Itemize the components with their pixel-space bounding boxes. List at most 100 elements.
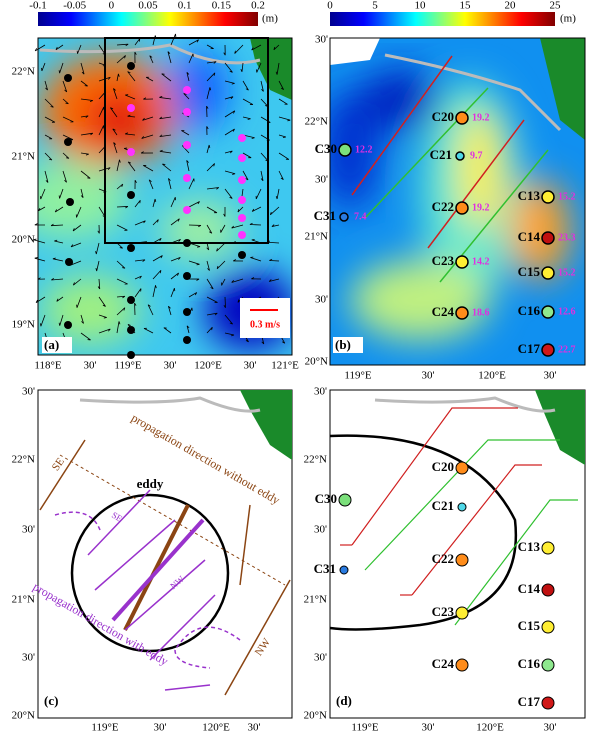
arrow	[44, 152, 53, 161]
arrow	[80, 132, 94, 136]
arrow	[80, 115, 89, 119]
station-name: C24	[432, 304, 455, 319]
station	[541, 231, 555, 245]
arrow	[224, 188, 233, 199]
lon-label: 119°E	[114, 360, 141, 372]
lon-label: 30'	[422, 370, 435, 382]
arrow	[223, 206, 226, 217]
arrow	[168, 178, 172, 190]
scale-label: 0.3 m/s	[250, 319, 280, 330]
arrow	[140, 151, 154, 154]
station-dot	[183, 86, 191, 94]
lat-label: 30'	[22, 524, 35, 536]
arrow	[134, 199, 141, 208]
lon-label: 120°E	[194, 360, 222, 372]
station-dot	[183, 174, 191, 182]
arrow	[186, 160, 190, 172]
arrow	[145, 76, 154, 82]
station-value: 7.4	[354, 211, 367, 222]
lon-label: 30'	[84, 360, 97, 372]
station	[455, 606, 469, 620]
arrow	[44, 80, 48, 91]
lon-label: 120°E	[478, 370, 506, 382]
lon-label: 30'	[154, 722, 167, 734]
station-value: 14.2	[472, 256, 490, 267]
station-value: 19.2	[472, 202, 490, 213]
arrow	[134, 51, 137, 64]
station-dot	[183, 336, 191, 344]
arrow	[127, 71, 136, 82]
panel-label: (d)	[336, 693, 352, 708]
survey-lines	[340, 407, 578, 626]
arrow	[206, 105, 209, 118]
lat-label: 22°N	[12, 66, 35, 78]
arrow	[278, 80, 284, 91]
arrow	[216, 260, 226, 270]
arrow	[97, 224, 100, 234]
arrow	[170, 256, 181, 262]
station	[455, 306, 469, 320]
arrow	[76, 44, 82, 54]
arrow	[167, 305, 172, 316]
arrow	[255, 188, 262, 200]
arrow	[134, 179, 137, 190]
arrow	[224, 128, 235, 136]
arrow	[251, 206, 262, 212]
lon-label: 30'	[544, 370, 557, 382]
station	[541, 583, 555, 597]
station-name: C30	[315, 141, 337, 156]
station-dot	[238, 196, 246, 204]
station-dot	[64, 321, 72, 329]
station-dot	[127, 191, 135, 199]
arrow	[80, 314, 84, 324]
station-dot	[238, 134, 246, 142]
station-dot	[183, 308, 191, 316]
arrow	[278, 134, 287, 139]
station	[455, 553, 469, 567]
arrow	[224, 150, 233, 154]
station	[455, 461, 469, 475]
arrow	[181, 130, 190, 136]
colorbar-tick: 5	[372, 0, 378, 12]
arrow	[44, 98, 54, 108]
arrow	[143, 164, 154, 172]
station-dot	[127, 351, 135, 359]
arrow	[40, 188, 46, 200]
lon-label: 120°E	[476, 722, 504, 734]
arrow	[113, 88, 118, 100]
arrow	[44, 116, 56, 123]
arrow	[188, 278, 200, 281]
lon-label: 121°E	[271, 360, 299, 372]
arrow	[80, 80, 88, 87]
arrow	[206, 187, 220, 190]
arrow	[34, 223, 46, 226]
arrow	[223, 44, 226, 56]
arrow	[44, 170, 49, 183]
arrow	[116, 206, 129, 209]
lat-label: 22°N	[305, 116, 328, 128]
arrow	[62, 116, 74, 123]
arrow	[278, 98, 288, 105]
colorbar-tick: 25	[550, 0, 562, 12]
station-name: C20	[432, 459, 454, 474]
lon-label: 119°E	[351, 722, 378, 734]
colorbar	[330, 12, 555, 26]
colorbar-tick: -0.05	[63, 0, 86, 12]
station-name: C15	[518, 618, 541, 633]
arrow	[143, 327, 154, 334]
colorbar-tick: 20	[505, 0, 517, 12]
arrow	[34, 257, 46, 262]
station-value: 23.3	[558, 232, 576, 243]
lat-label: 30'	[315, 174, 328, 186]
lon-label: 119°E	[344, 370, 371, 382]
arrow	[170, 287, 176, 298]
arrow	[113, 142, 118, 154]
eddy-label: eddy	[137, 476, 164, 491]
station-name: C22	[432, 199, 454, 214]
arrow	[80, 98, 93, 102]
station	[541, 696, 555, 710]
arrow	[183, 93, 190, 100]
lat-label: 20°N	[12, 234, 35, 246]
station	[541, 658, 555, 672]
lon-label: 120°E	[202, 722, 230, 734]
